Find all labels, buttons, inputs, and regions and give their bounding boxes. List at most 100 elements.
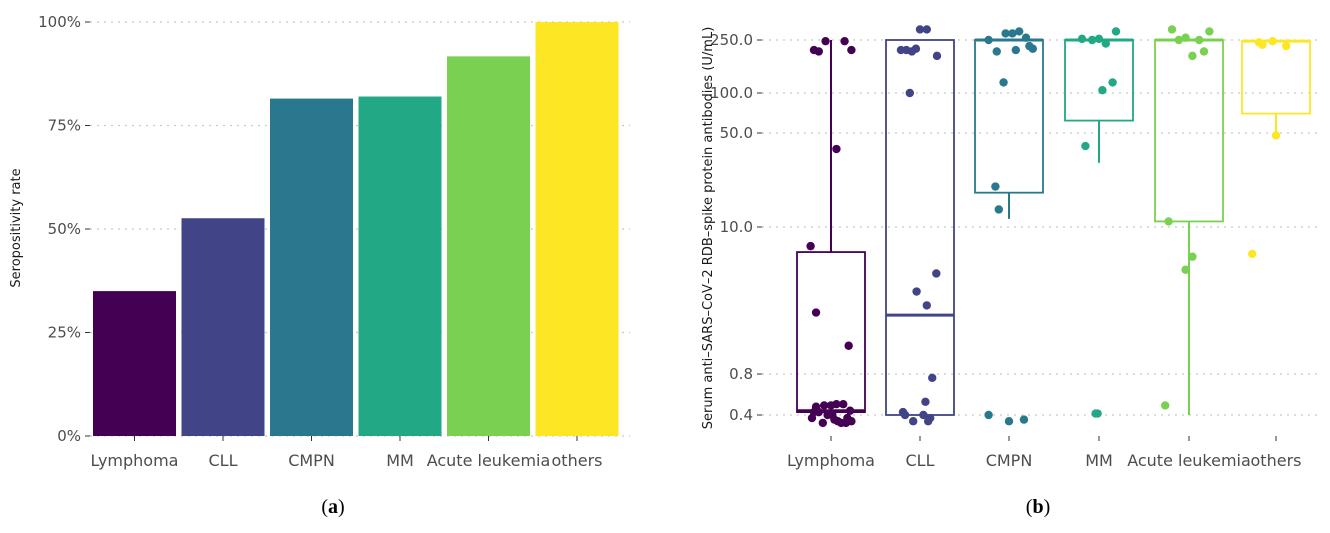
panel-a-bar-chart: 0% 25% 50% 75% 100% Lymphoma CLL CMPN MM Acute l… (9, 13, 630, 518)
point-cmpn (991, 182, 1000, 191)
panel-b-x-tick-label: others (1251, 451, 1302, 470)
panel-b-x-tick-label: Acute leukemia (1127, 451, 1251, 470)
panel-a-caption: (a) (321, 496, 344, 518)
point-acute-leukemia (1161, 401, 1170, 410)
panel-b-y-tick-label: 0.8 (729, 365, 753, 383)
point-mm (1101, 39, 1111, 48)
point-lymphoma (821, 36, 830, 46)
panel-b-x-tick-label: Lymphoma (787, 451, 875, 470)
panel-a-bars (93, 22, 619, 437)
panel-b-y-axis-label: Serum anti–SARS–CoV–2 RDB–spike protein … (701, 27, 716, 430)
point-acute-leukemia (1167, 25, 1177, 34)
point-lymphoma (845, 406, 855, 415)
point-acute-leukemia (1188, 51, 1197, 61)
panel-b-boxes (796, 38, 1311, 416)
point-cmpn (992, 47, 1001, 56)
point-cll (909, 417, 918, 426)
panel-b-y-tick-label: 0.4 (729, 406, 753, 424)
point-mm (1081, 141, 1090, 151)
panel-a-x-tick-label: CLL (209, 451, 238, 470)
point-others (1258, 40, 1267, 50)
panel-a-letter: a (328, 496, 338, 518)
panel-b-letter: b (1032, 496, 1043, 518)
point-acute-leukemia (1181, 265, 1190, 274)
point-cll (923, 417, 933, 426)
point-cmpn (1001, 29, 1010, 38)
panel-b-points (806, 25, 1291, 428)
panel-a-y-ticks: 0% 25% 50% 75% 100% (38, 13, 90, 445)
point-lymphoma (832, 400, 841, 409)
point-acute-leukemia (1205, 27, 1214, 36)
bar-cmpn (270, 98, 353, 436)
point-cmpn (984, 410, 993, 420)
point-cll (921, 397, 930, 407)
point-lymphoma (847, 45, 856, 55)
panel-a-y-tick-label: 75% (48, 117, 81, 135)
panel-b-caption: (b) (1026, 496, 1050, 518)
point-cmpn (1004, 417, 1014, 426)
point-cmpn (1008, 29, 1017, 38)
point-cmpn (1019, 415, 1029, 424)
panel-b-y-tick-label: 250.0 (710, 31, 753, 49)
point-cll (915, 25, 925, 34)
panel-a-x-tick-label: others (552, 451, 603, 470)
point-cll (922, 301, 931, 310)
point-cmpn (1021, 33, 1031, 42)
point-lymphoma (843, 413, 852, 423)
point-cmpn (994, 205, 1003, 214)
point-others (1248, 249, 1257, 259)
point-mm (1098, 85, 1107, 95)
box-lymphoma (796, 251, 866, 414)
point-lymphoma (820, 401, 829, 410)
point-cmpn (984, 35, 993, 45)
point-others (1268, 36, 1277, 46)
point-cll (928, 373, 937, 383)
panel-a-y-tick-label: 50% (48, 220, 81, 238)
point-mm (1094, 34, 1104, 44)
panel-a-x-tick-label: MM (386, 451, 414, 470)
panel-a-y-tick-label: 0% (57, 427, 81, 445)
point-mm (1088, 35, 1097, 45)
point-acute-leukemia (1181, 33, 1190, 42)
panel-b-x-tick-label: CLL (906, 451, 935, 470)
bar-lymphoma (93, 291, 176, 436)
panel-a-y-axis-label: Seropositivity rate (9, 168, 24, 287)
point-others (1282, 41, 1291, 51)
point-cll (905, 88, 914, 98)
point-acute-leukemia (1174, 35, 1184, 45)
point-lymphoma (818, 418, 828, 428)
point-cll (922, 25, 931, 34)
point-lymphoma (809, 407, 819, 417)
panel-a-x-tick-label: Acute leukemia (427, 451, 551, 470)
point-cmpn (999, 78, 1008, 87)
point-lymphoma (840, 36, 849, 46)
panel-b-box-plot: 0.4 0.8 10.0 50.0 100.0 250.0 Lymphoma CLL CMPN… (701, 25, 1320, 518)
point-lymphoma (839, 400, 848, 409)
point-lymphoma (828, 410, 837, 420)
bar-mm (358, 96, 442, 437)
point-cll (912, 287, 921, 296)
point-lymphoma (832, 144, 841, 154)
panel-b-y-tick-label: 100.0 (710, 84, 753, 102)
panel-b-x-tick-label: MM (1085, 451, 1113, 470)
point-mm (1077, 34, 1087, 44)
point-acute-leukemia (1164, 217, 1173, 226)
bar-acute-leukemia (447, 56, 530, 436)
panel-b-y-tick-label: 50.0 (720, 124, 753, 142)
point-acute-leukemia (1199, 47, 1209, 56)
point-acute-leukemia (1188, 252, 1197, 261)
point-cll (900, 410, 910, 420)
point-mm (1111, 27, 1121, 36)
point-lymphoma (814, 47, 823, 56)
point-lymphoma (806, 241, 815, 251)
point-acute-leukemia (1195, 35, 1204, 45)
panel-a-x-tick-label: CMPN (288, 451, 335, 470)
panel-b-y-ticks: 0.4 0.8 10.0 50.0 100.0 250.0 (710, 31, 762, 424)
point-cll (932, 51, 942, 61)
box-acute-leukemia (1154, 39, 1224, 223)
bar-others (535, 22, 619, 436)
point-cmpn (1011, 45, 1020, 55)
panel-a-x-tick-label: Lymphoma (91, 451, 179, 470)
panel-a-y-tick-label: 100% (38, 13, 81, 31)
